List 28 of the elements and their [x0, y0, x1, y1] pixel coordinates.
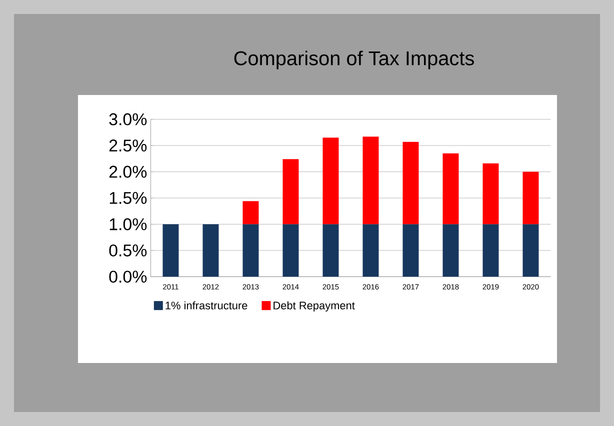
- bar: [322, 138, 339, 224]
- y-tick-label: 0.0%: [109, 270, 147, 283]
- bar: [322, 224, 339, 277]
- bar: [402, 142, 419, 224]
- y-tick-label: 1.5%: [110, 192, 147, 204]
- bar: [242, 201, 259, 224]
- bar: [282, 159, 299, 224]
- bar: [522, 224, 539, 277]
- y-tick-label: 2.5%: [109, 140, 147, 152]
- bar: [482, 224, 499, 277]
- chart-title: Comparison of Tax Impacts: [234, 50, 474, 70]
- legend-label: Debt Repayment: [274, 301, 355, 312]
- y-tick-label: 1.0%: [110, 218, 147, 230]
- bar: [202, 224, 219, 277]
- y-tick-label: 3.0%: [109, 113, 147, 126]
- y-tick-label: 2.0%: [109, 166, 147, 178]
- bar: [162, 224, 179, 277]
- bar: [402, 224, 419, 277]
- bar: [442, 224, 459, 277]
- bar: [522, 172, 539, 224]
- legend-label: 1% infrastructure: [166, 301, 248, 310]
- bar: [362, 136, 379, 224]
- bar: [482, 163, 499, 224]
- y-tick-label: 0.5%: [109, 244, 147, 256]
- bar: [362, 224, 379, 277]
- bar: [442, 153, 459, 224]
- bar: [282, 224, 299, 277]
- bar: [242, 224, 259, 277]
